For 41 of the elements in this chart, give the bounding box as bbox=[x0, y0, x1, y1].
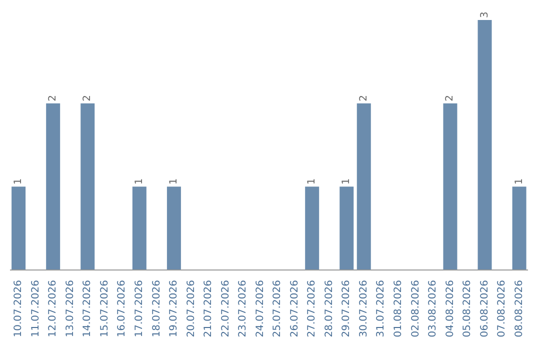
x-tick-label: 10.07.2026 bbox=[13, 280, 24, 338]
x-tick-label: 17.07.2026 bbox=[134, 280, 145, 338]
x-tick-label: 15.07.2026 bbox=[99, 280, 110, 338]
x-tick-label: 16.07.2026 bbox=[116, 280, 128, 338]
x-tick-label: 05.08.2026 bbox=[462, 280, 474, 338]
x-tick-label: 18.07.2026 bbox=[151, 280, 162, 338]
x-tick-label: 26.07.2026 bbox=[289, 280, 300, 338]
x-tick-label: 08.08.2026 bbox=[514, 280, 525, 338]
x-tick-label: 04.08.2026 bbox=[444, 280, 456, 338]
data-label: 1 bbox=[13, 178, 24, 185]
data-label: 1 bbox=[341, 178, 352, 185]
x-tick-label: 27.07.2026 bbox=[306, 280, 318, 338]
x-tick-label: 07.08.2026 bbox=[496, 280, 508, 338]
x-tick-label: 19.07.2026 bbox=[168, 280, 180, 338]
x-tick-label: 31.07.2026 bbox=[376, 280, 387, 338]
x-tick-label: 14.07.2026 bbox=[82, 280, 94, 338]
x-tick-label: 29.07.2026 bbox=[341, 280, 352, 338]
x-tick-label: 28.07.2026 bbox=[324, 280, 335, 338]
x-tick-label: 11.07.2026 bbox=[30, 280, 42, 338]
x-tick-label: 23.07.2026 bbox=[238, 280, 249, 338]
data-label: 2 bbox=[358, 94, 370, 102]
x-tick-label: 21.07.2026 bbox=[203, 280, 214, 338]
data-label: 2 bbox=[444, 94, 456, 102]
data-label: 2 bbox=[82, 94, 94, 102]
x-tick-label: 25.07.2026 bbox=[272, 280, 284, 338]
x-tick-label: 24.07.2026 bbox=[254, 280, 266, 338]
data-label: 1 bbox=[306, 178, 318, 185]
x-tick-label: 30.07.2026 bbox=[358, 280, 370, 338]
x-tick-label: 13.07.2026 bbox=[64, 280, 76, 338]
x-tick-label: 12.07.2026 bbox=[48, 280, 59, 338]
data-label: 2 bbox=[48, 94, 59, 102]
x-tick-label: 01.08.2026 bbox=[393, 280, 404, 338]
data-label: 1 bbox=[134, 178, 145, 185]
data-label: 1 bbox=[168, 178, 180, 185]
x-tick-label: 03.08.2026 bbox=[428, 280, 439, 338]
x-tick-label: 06.08.2026 bbox=[479, 280, 490, 338]
x-tick-label: 20.07.2026 bbox=[186, 280, 197, 338]
data-label: 3 bbox=[479, 12, 490, 18]
x-tick-label: 02.08.2026 bbox=[410, 280, 422, 338]
x-tick-label: 22.07.2026 bbox=[220, 280, 232, 338]
data-label: 1 bbox=[514, 178, 525, 185]
